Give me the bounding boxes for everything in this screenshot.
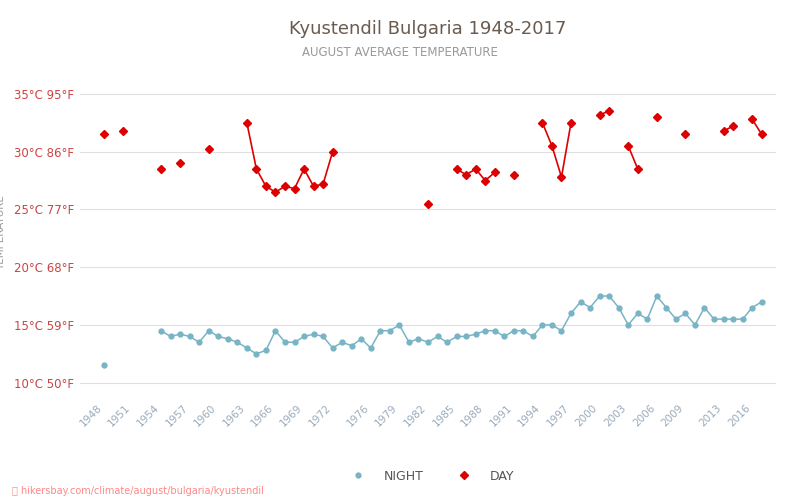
Title: Kyustendil Bulgaria 1948-2017: Kyustendil Bulgaria 1948-2017	[290, 20, 566, 38]
Text: 📍 hikersbay.com/climate/august/bulgaria/kyustendil: 📍 hikersbay.com/climate/august/bulgaria/…	[12, 486, 264, 496]
Y-axis label: TEMPERATURE: TEMPERATURE	[0, 195, 6, 270]
Legend: NIGHT, DAY: NIGHT, DAY	[337, 464, 519, 487]
Text: AUGUST AVERAGE TEMPERATURE: AUGUST AVERAGE TEMPERATURE	[302, 46, 498, 59]
